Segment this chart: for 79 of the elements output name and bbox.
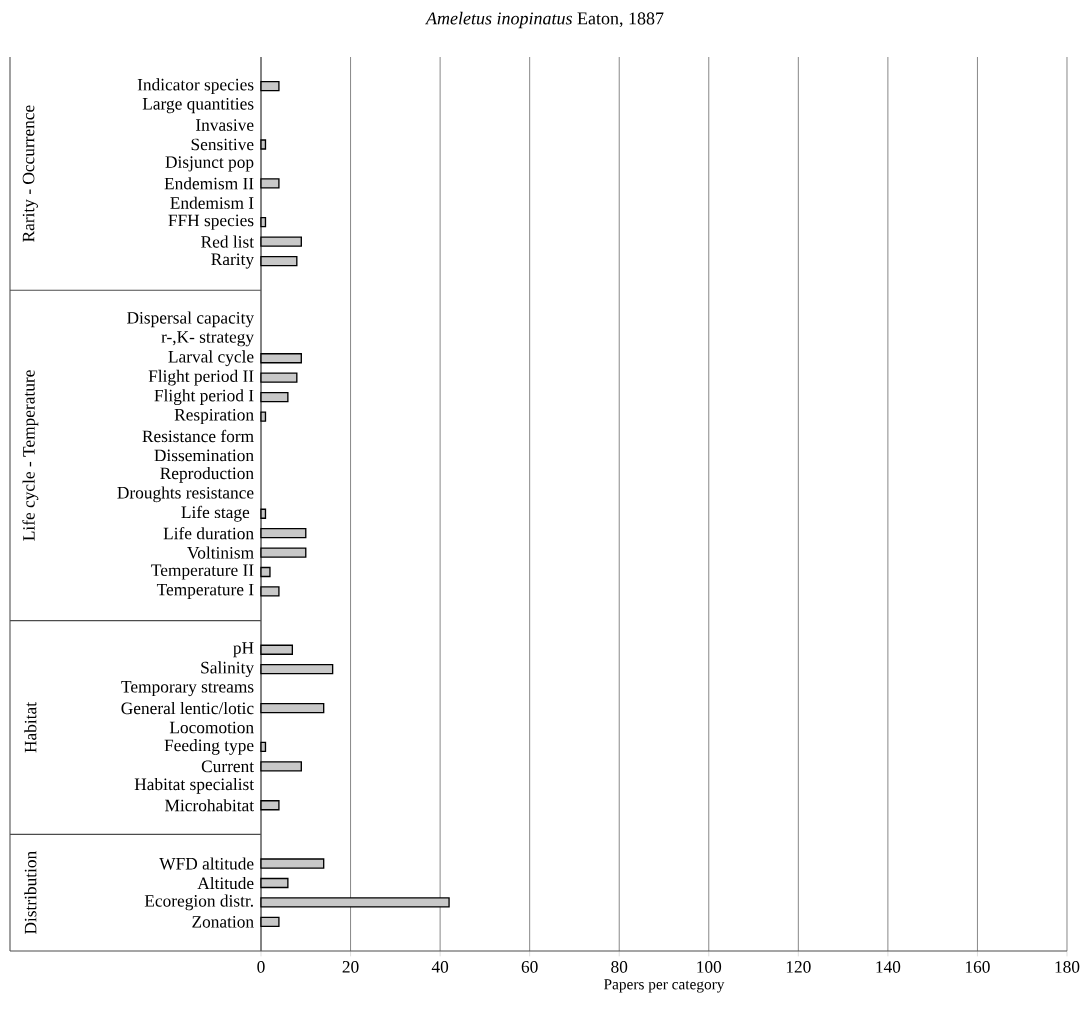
- y-tick-label: Altitude: [197, 876, 254, 890]
- bar: [260, 916, 280, 928]
- y-tick-label: Current: [201, 760, 254, 773]
- y-tick-label: Dissemination: [154, 449, 254, 462]
- bar: [260, 236, 302, 247]
- y-tick-label: Temperature I: [156, 583, 254, 599]
- y-tick-label: Life stage: [181, 505, 250, 522]
- bar: [260, 217, 267, 228]
- y-tick-label: FFH species: [168, 214, 254, 230]
- y-tick-label: Dispersal capacity: [127, 311, 255, 328]
- y-tick-label: Feeding type: [164, 739, 254, 755]
- bar: [260, 586, 280, 597]
- y-tick-label: Flight period I: [154, 389, 254, 405]
- x-axis-title: Papers per category: [603, 979, 725, 993]
- x-tick-label: 80: [611, 961, 628, 973]
- y-tick-label: Droughts resistance: [117, 486, 254, 503]
- y-tick-label: Indicator species: [137, 78, 254, 95]
- bar: [260, 664, 334, 675]
- y-tick-label: Reproduction: [160, 466, 254, 483]
- y-tick-label: Habitat specialist: [134, 777, 254, 794]
- y-tick-label: Locomotion: [169, 721, 254, 734]
- x-tick-label: 140: [876, 961, 901, 973]
- y-tick-label: Ecoregion distr.: [144, 894, 253, 911]
- bar: [260, 527, 307, 539]
- y-tick-label: Endemism I: [170, 196, 254, 209]
- text: Rarity - Occurrence: [22, 105, 38, 242]
- y-tick-label: Microhabitat: [165, 799, 254, 812]
- y-tick-label: Resistance form: [142, 429, 254, 443]
- y-tick-label: Endemism II: [164, 177, 254, 190]
- y-tick-label: General lentic/lotic: [121, 701, 254, 715]
- bar: [260, 897, 450, 908]
- bar: [260, 761, 302, 772]
- y-tick-label: Rarity: [211, 253, 254, 269]
- y-tick-label: Temporary streams: [121, 681, 254, 697]
- y-tick-label: r-,K- strategy: [161, 331, 254, 347]
- x-tick-label: 160: [965, 961, 990, 973]
- y-tick-label: Voltinism: [187, 546, 254, 559]
- x-tick-label: 180: [1055, 961, 1080, 973]
- y-tick-label: Temperature II: [151, 564, 254, 580]
- y-tick-label: Life duration: [163, 526, 254, 540]
- bar: [260, 139, 267, 150]
- text: Distribution: [24, 851, 37, 935]
- y-tick-label: Red list: [201, 235, 254, 248]
- y-tick-label: Disjunct pop: [165, 156, 254, 172]
- bar: [260, 508, 267, 519]
- y-tick-label: Invasive: [195, 119, 254, 131]
- x-tick-label: 20: [342, 961, 359, 973]
- y-tick-label: Sensitive: [191, 138, 254, 151]
- x-tick-label: 100: [697, 961, 722, 973]
- y-tick-label: Larval cycle: [168, 350, 254, 367]
- x-tick-label: 120: [786, 961, 811, 973]
- bar: [260, 877, 289, 889]
- y-tick-label: Flight period II: [148, 369, 254, 386]
- bar: [260, 411, 267, 422]
- bar: [260, 547, 307, 558]
- bar: [260, 800, 280, 811]
- y-tick-label: Large quantities: [142, 97, 254, 114]
- y-tick-label: Respiration: [174, 408, 254, 425]
- bar: [260, 644, 294, 655]
- x-tick-label: 0: [257, 961, 265, 973]
- text: Habitat: [24, 702, 37, 753]
- bar: [260, 741, 267, 753]
- y-tick-label: Zonation: [192, 916, 254, 928]
- y-tick-label: pH: [233, 642, 254, 658]
- x-tick-label: 60: [521, 961, 538, 973]
- bar: [260, 391, 289, 403]
- text: Life cycle - Temperature: [22, 370, 39, 541]
- x-tick-label: 40: [431, 961, 449, 973]
- bar: [260, 178, 280, 189]
- y-tick-label: WFD altitude: [159, 857, 254, 870]
- y-tick-label: Salinity: [201, 661, 255, 678]
- bar: [260, 255, 298, 267]
- bar: [260, 566, 271, 578]
- bar: [260, 80, 280, 92]
- bar: [260, 353, 302, 364]
- chart-title: Ameletus inopinatus Eaton, 1887: [425, 11, 664, 29]
- bar: [260, 858, 325, 869]
- bar: [260, 372, 298, 383]
- bar: [260, 702, 325, 714]
